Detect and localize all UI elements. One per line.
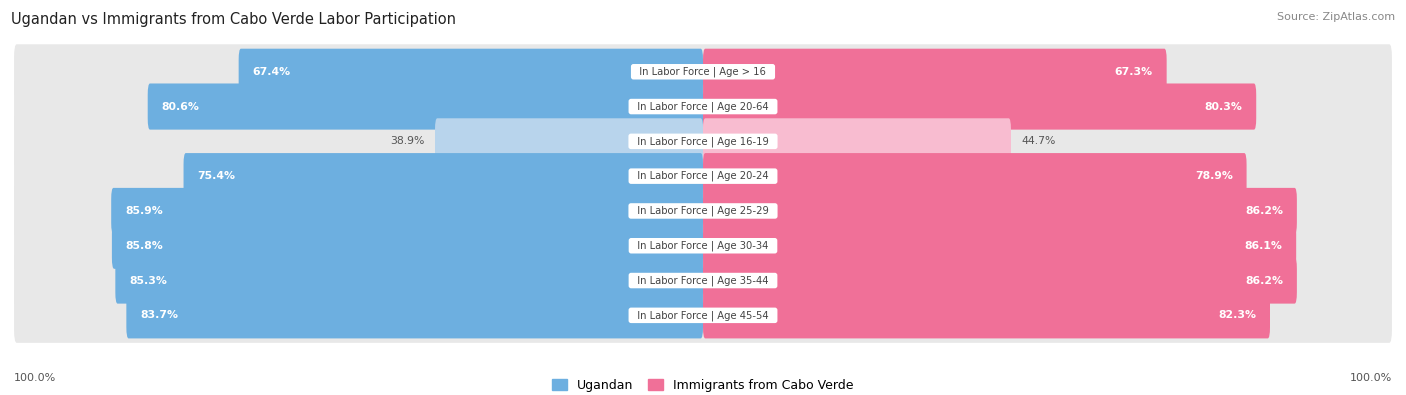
FancyBboxPatch shape bbox=[14, 288, 1392, 343]
Text: 75.4%: 75.4% bbox=[197, 171, 235, 181]
FancyBboxPatch shape bbox=[239, 49, 703, 95]
Text: 100.0%: 100.0% bbox=[14, 373, 56, 383]
FancyBboxPatch shape bbox=[703, 83, 1256, 130]
Text: 85.8%: 85.8% bbox=[125, 241, 163, 251]
Text: Ugandan vs Immigrants from Cabo Verde Labor Participation: Ugandan vs Immigrants from Cabo Verde La… bbox=[11, 12, 457, 27]
Text: 67.3%: 67.3% bbox=[1115, 67, 1153, 77]
Text: 67.4%: 67.4% bbox=[253, 67, 291, 77]
Text: 44.7%: 44.7% bbox=[1021, 136, 1056, 147]
Text: 82.3%: 82.3% bbox=[1218, 310, 1256, 320]
FancyBboxPatch shape bbox=[703, 292, 1270, 339]
Text: In Labor Force | Age 25-29: In Labor Force | Age 25-29 bbox=[631, 206, 775, 216]
Text: In Labor Force | Age 30-34: In Labor Force | Age 30-34 bbox=[631, 241, 775, 251]
FancyBboxPatch shape bbox=[184, 153, 703, 199]
FancyBboxPatch shape bbox=[703, 118, 1011, 164]
Text: 86.2%: 86.2% bbox=[1246, 206, 1284, 216]
Text: In Labor Force | Age > 16: In Labor Force | Age > 16 bbox=[634, 66, 772, 77]
Text: 100.0%: 100.0% bbox=[1350, 373, 1392, 383]
FancyBboxPatch shape bbox=[111, 188, 703, 234]
Text: In Labor Force | Age 35-44: In Labor Force | Age 35-44 bbox=[631, 275, 775, 286]
Text: 80.6%: 80.6% bbox=[162, 102, 200, 111]
Text: 85.9%: 85.9% bbox=[125, 206, 163, 216]
Text: Source: ZipAtlas.com: Source: ZipAtlas.com bbox=[1277, 12, 1395, 22]
Text: 86.2%: 86.2% bbox=[1246, 276, 1284, 286]
Text: 38.9%: 38.9% bbox=[391, 136, 425, 147]
FancyBboxPatch shape bbox=[14, 149, 1392, 204]
Legend: Ugandan, Immigrants from Cabo Verde: Ugandan, Immigrants from Cabo Verde bbox=[546, 372, 860, 395]
FancyBboxPatch shape bbox=[703, 153, 1247, 199]
Text: 83.7%: 83.7% bbox=[141, 310, 179, 320]
Text: 85.3%: 85.3% bbox=[129, 276, 167, 286]
FancyBboxPatch shape bbox=[127, 292, 703, 339]
FancyBboxPatch shape bbox=[703, 223, 1296, 269]
Text: In Labor Force | Age 20-24: In Labor Force | Age 20-24 bbox=[631, 171, 775, 181]
FancyBboxPatch shape bbox=[14, 253, 1392, 308]
FancyBboxPatch shape bbox=[703, 188, 1296, 234]
FancyBboxPatch shape bbox=[703, 49, 1167, 95]
Text: In Labor Force | Age 20-64: In Labor Force | Age 20-64 bbox=[631, 101, 775, 112]
FancyBboxPatch shape bbox=[115, 258, 703, 304]
FancyBboxPatch shape bbox=[703, 258, 1296, 304]
Text: In Labor Force | Age 45-54: In Labor Force | Age 45-54 bbox=[631, 310, 775, 321]
FancyBboxPatch shape bbox=[434, 118, 703, 164]
Text: In Labor Force | Age 16-19: In Labor Force | Age 16-19 bbox=[631, 136, 775, 147]
Text: 86.1%: 86.1% bbox=[1244, 241, 1282, 251]
FancyBboxPatch shape bbox=[14, 114, 1392, 169]
Text: 80.3%: 80.3% bbox=[1205, 102, 1243, 111]
FancyBboxPatch shape bbox=[14, 183, 1392, 239]
FancyBboxPatch shape bbox=[14, 44, 1392, 99]
FancyBboxPatch shape bbox=[148, 83, 703, 130]
Text: 78.9%: 78.9% bbox=[1195, 171, 1233, 181]
FancyBboxPatch shape bbox=[112, 223, 703, 269]
FancyBboxPatch shape bbox=[14, 79, 1392, 134]
FancyBboxPatch shape bbox=[14, 218, 1392, 273]
